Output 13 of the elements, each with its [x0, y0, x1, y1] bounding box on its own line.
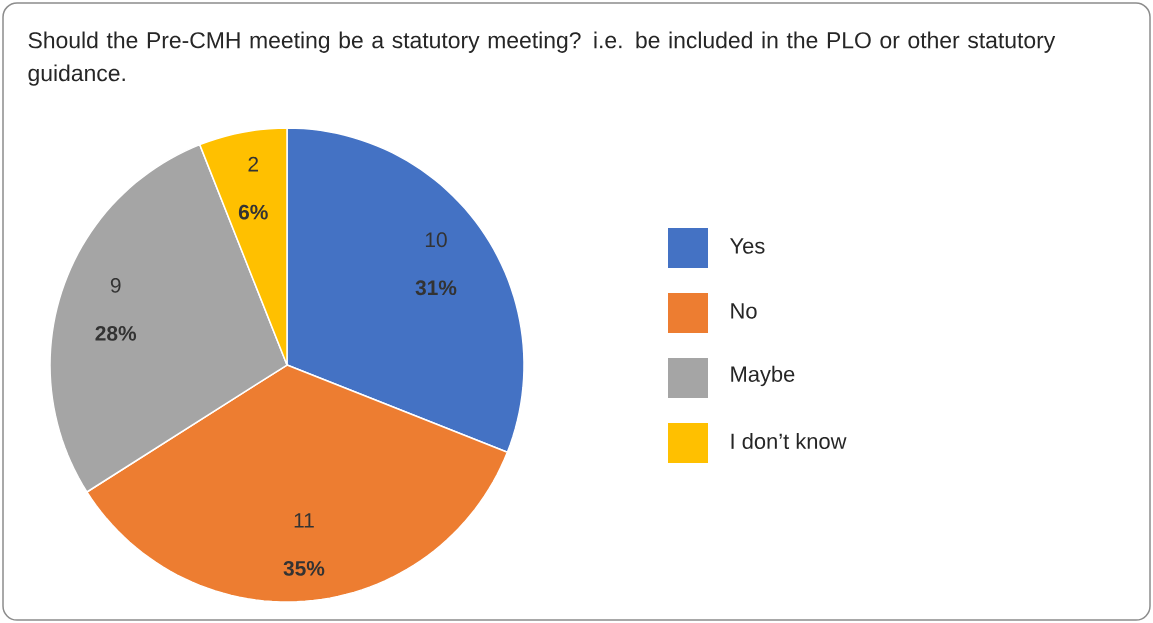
data-label: 35%: [283, 560, 325, 576]
legend-label: No: [731, 303, 757, 319]
text: 11: [294, 513, 314, 528]
text: 2: [248, 156, 259, 172]
legend-label: Maybe: [731, 365, 795, 387]
legend-label: Yes: [730, 238, 765, 254]
data-label: 28%: [95, 325, 137, 341]
data-label: 31%: [415, 280, 457, 296]
text: 10: [425, 232, 447, 248]
chart-title: Should the Pre-CMH meeting be a statutory meeting? i.e. be included in the PLO or other statutory guidance.: [28, 31, 1056, 86]
data-label: 6%: [238, 204, 268, 220]
legend-label: I don’t know: [731, 432, 847, 450]
text: 9: [110, 277, 121, 293]
